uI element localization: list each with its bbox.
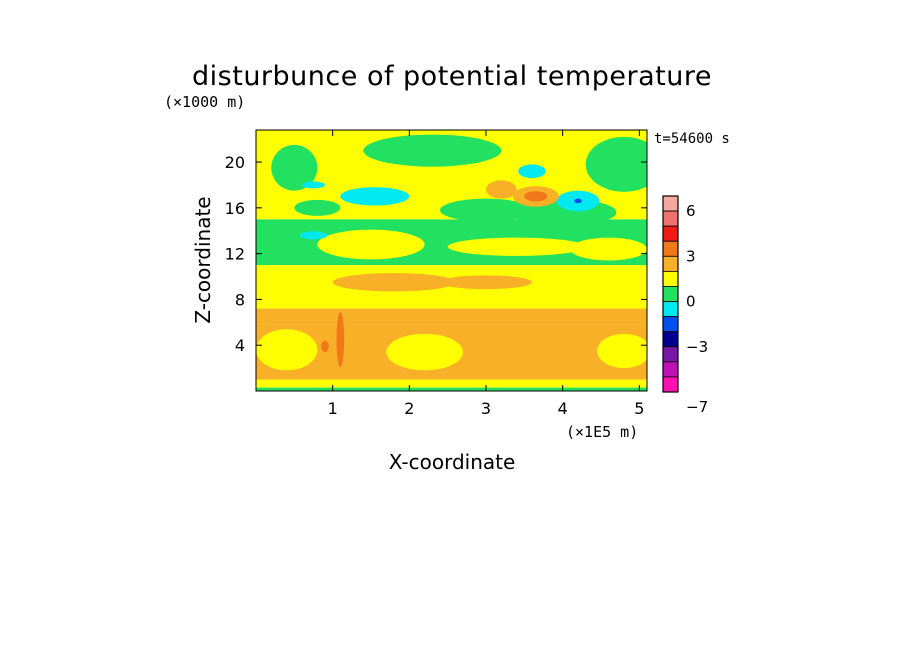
- contour-feature-1: [386, 333, 463, 371]
- colorbar-cell-7: [662, 301, 679, 318]
- contour-feature-18: [302, 181, 325, 189]
- colorbar-tick-label: 6: [686, 202, 696, 220]
- contour-feature-7: [317, 229, 425, 260]
- contour-feature-10: [271, 144, 318, 191]
- contour-feature-21: [486, 180, 517, 199]
- contour-features: [256, 134, 647, 371]
- contour-feature-17: [299, 231, 328, 240]
- colorbar-tick-label: −3: [686, 338, 708, 356]
- x-tick-label: 3: [481, 399, 491, 418]
- x-tick-label: 5: [634, 399, 644, 418]
- contour-feature-24: [574, 198, 582, 204]
- y-tick-label: 16: [225, 199, 245, 218]
- y-unit-label: (×1000 m): [164, 93, 245, 111]
- colorbar-tick-label: 3: [686, 247, 696, 265]
- colorbar-cell-6: [662, 286, 679, 302]
- contour-feature-15: [294, 199, 341, 216]
- contour-feature-6: [440, 275, 532, 290]
- contour-feature-0: [256, 329, 318, 371]
- contour-feature-13: [440, 198, 532, 222]
- contour-feature-16: [340, 187, 410, 206]
- colorbar-cell-4: [662, 255, 679, 272]
- contour-feature-3: [336, 312, 345, 367]
- colorbar: [662, 195, 679, 393]
- contour-feature-19: [518, 164, 546, 179]
- contour-feature-8: [447, 237, 586, 256]
- x-axis-label: X-coordinate: [389, 450, 516, 474]
- contour-feature-5: [332, 273, 456, 292]
- colorbar-cell-0: [662, 195, 679, 212]
- contour-feature-23: [524, 191, 548, 202]
- y-axis-ticks: 4 8 12 16 20: [225, 153, 647, 355]
- colorbar-cell-12: [662, 376, 679, 393]
- contour-band-4: [256, 265, 647, 309]
- colorbar-cell-5: [662, 270, 679, 287]
- colorbar-tick-label: 0: [686, 293, 696, 311]
- x-tick-label: 2: [404, 399, 414, 418]
- x-unit-label: (×1E5 m): [566, 423, 638, 441]
- contour-feature-9: [570, 237, 647, 261]
- contour-feature-2: [597, 333, 647, 369]
- y-axis-label: Z-coordinate: [191, 196, 215, 323]
- x-tick-label: 1: [328, 399, 338, 418]
- contour-feature-11: [363, 134, 502, 167]
- time-label: t=54600 s: [654, 131, 730, 147]
- plot-area: [256, 130, 647, 391]
- x-axis-ticks: 1 2 3 4 5: [328, 130, 644, 418]
- contour-feature-4: [321, 340, 329, 353]
- colorbar-cell-10: [662, 346, 679, 363]
- colorbar-frame: [662, 195, 679, 393]
- x-tick-label: 4: [558, 399, 568, 418]
- colorbar-tick-label: −7: [686, 398, 708, 416]
- colorbar-cell-9: [662, 331, 679, 348]
- y-tick-label: 8: [235, 290, 245, 309]
- y-tick-label: 12: [225, 245, 245, 264]
- contour-band-1: [256, 379, 647, 388]
- contour-feature-12: [585, 136, 647, 192]
- y-tick-label: 20: [225, 153, 245, 172]
- plot-frame: [255, 129, 648, 392]
- colorbar-cell-11: [662, 361, 679, 378]
- chart-title: disturbunce of potential temperature: [192, 61, 712, 92]
- y-tick-label: 4: [235, 336, 245, 355]
- colorbar-cell-8: [662, 316, 679, 333]
- colorbar-cell-2: [662, 225, 679, 242]
- contour-band-0: [256, 387, 647, 391]
- colorbar-ticks: 6 3 0 −3 −7: [686, 202, 708, 416]
- colorbar-cell-3: [662, 240, 679, 257]
- contour-band-3: [256, 308, 647, 325]
- colorbar-cell-1: [662, 210, 679, 227]
